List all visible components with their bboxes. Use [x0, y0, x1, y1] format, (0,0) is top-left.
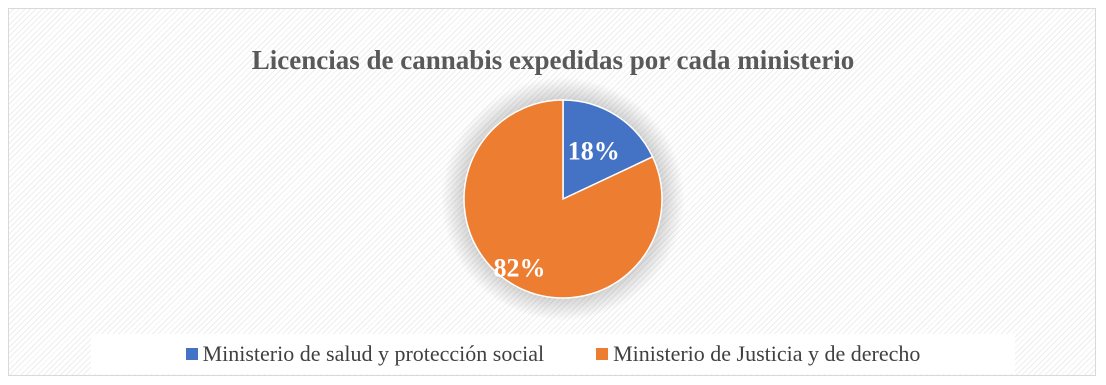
data-label-salud: 18%: [568, 137, 620, 166]
chart-area: Licencias de cannabis expedidas por cada…: [8, 8, 1096, 376]
legend-item-justicia: Ministerio de Justicia y de derecho: [596, 341, 920, 367]
legend-label-justicia: Ministerio de Justicia y de derecho: [613, 341, 920, 367]
pie-chart: 18% 82%: [9, 9, 1097, 377]
legend-swatch-justicia: [596, 348, 608, 360]
legend-swatch-salud: [186, 348, 198, 360]
legend-label-salud: Ministerio de salud y protección social: [203, 341, 545, 367]
legend: Ministerio de salud y protección social …: [91, 334, 1015, 374]
data-label-justicia: 82%: [494, 254, 546, 283]
legend-item-salud: Ministerio de salud y protección social: [186, 341, 545, 367]
